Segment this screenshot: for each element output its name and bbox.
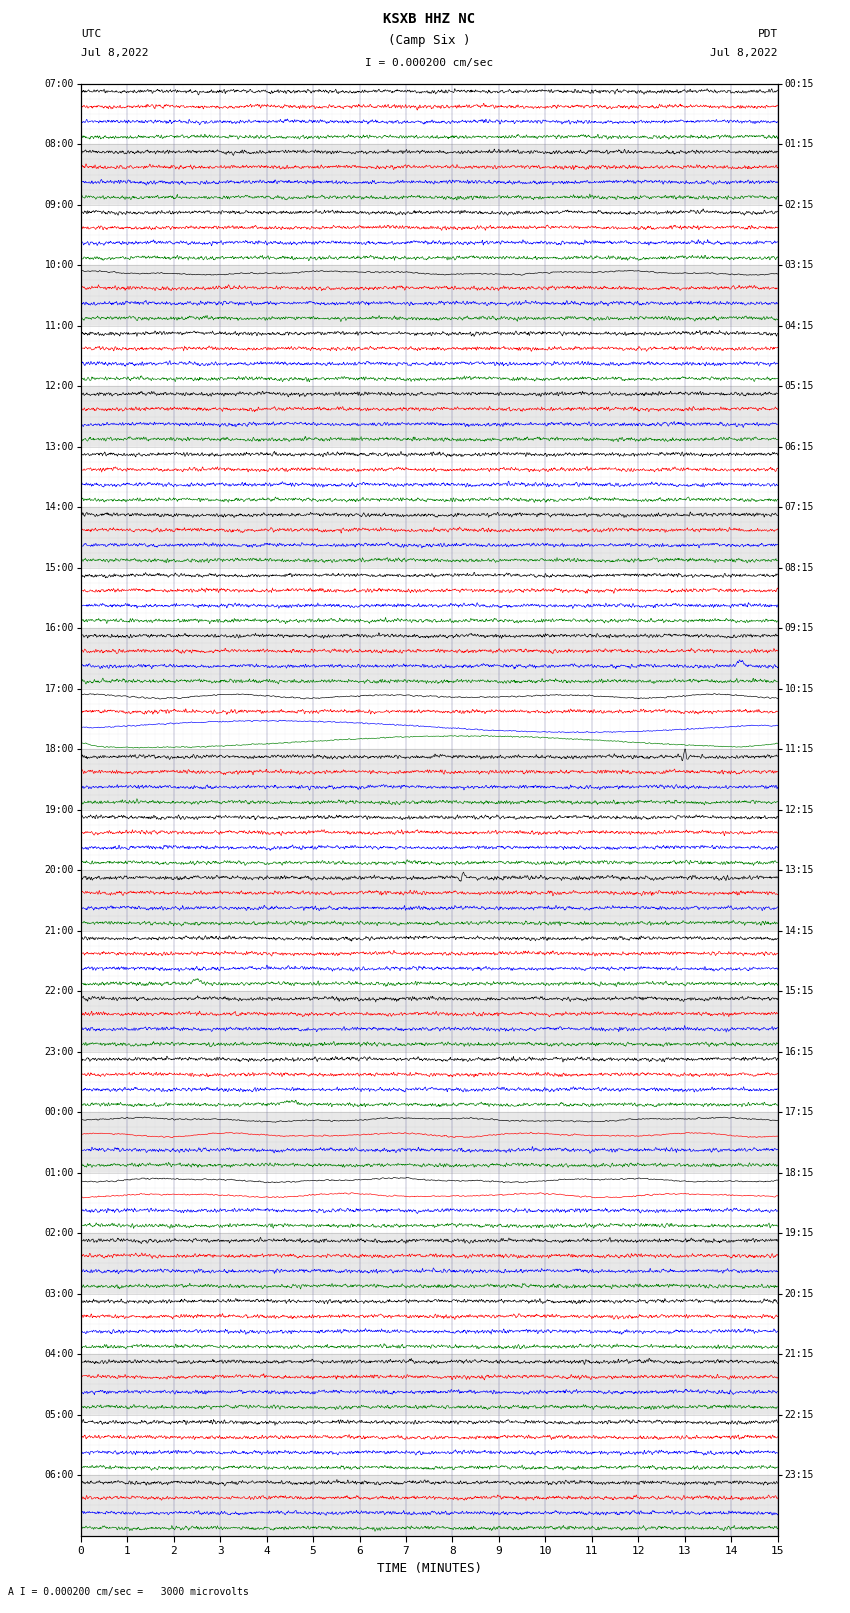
X-axis label: TIME (MINUTES): TIME (MINUTES) xyxy=(377,1561,482,1574)
Bar xyxy=(81,326,778,387)
Bar xyxy=(81,871,778,931)
Text: PDT: PDT xyxy=(757,29,778,39)
Bar xyxy=(81,1232,778,1294)
Bar xyxy=(81,1111,778,1173)
Bar xyxy=(81,568,778,627)
Bar xyxy=(81,748,778,810)
Text: Jul 8,2022: Jul 8,2022 xyxy=(711,48,778,58)
Bar xyxy=(81,205,778,265)
Bar xyxy=(81,506,778,568)
Bar xyxy=(81,266,778,326)
Text: Jul 8,2022: Jul 8,2022 xyxy=(81,48,148,58)
Bar xyxy=(81,145,778,205)
Text: I = 0.000200 cm/sec: I = 0.000200 cm/sec xyxy=(366,58,493,68)
Bar xyxy=(81,990,778,1052)
Bar xyxy=(81,689,778,748)
Bar xyxy=(81,1415,778,1474)
Bar xyxy=(81,1474,778,1536)
Text: (Camp Six ): (Camp Six ) xyxy=(388,34,471,47)
Text: A I = 0.000200 cm/sec =   3000 microvolts: A I = 0.000200 cm/sec = 3000 microvolts xyxy=(8,1587,249,1597)
Bar xyxy=(81,1052,778,1113)
Bar xyxy=(81,387,778,447)
Bar xyxy=(81,1173,778,1232)
Bar xyxy=(81,629,778,689)
Bar xyxy=(81,1294,778,1353)
Text: KSXB HHZ NC: KSXB HHZ NC xyxy=(383,11,475,26)
Bar xyxy=(81,1353,778,1415)
Text: UTC: UTC xyxy=(81,29,101,39)
Bar xyxy=(81,931,778,990)
Bar xyxy=(81,810,778,871)
Bar xyxy=(81,84,778,145)
Bar xyxy=(81,447,778,506)
